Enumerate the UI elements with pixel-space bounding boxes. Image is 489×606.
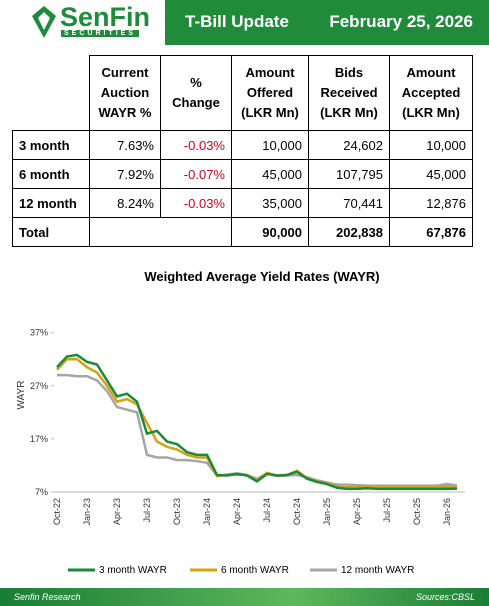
table-cell: -0.03%: [160, 130, 232, 160]
footer-left: Senfin Research: [14, 592, 81, 602]
footer: Senfin Research Sources:CBSL: [0, 588, 489, 606]
table-cell: 107,795: [308, 159, 390, 189]
table-cell: 202,838: [308, 217, 390, 247]
table-cell: 67,876: [389, 217, 473, 247]
x-tick-label: Jul-23: [142, 498, 152, 523]
x-tick-label: Jan-25: [322, 498, 332, 526]
chart: Weighted Average Yield Rates (WAYR) WAYR…: [16, 269, 465, 576]
y-tick-label: 17%: [30, 434, 48, 444]
table-cell: Total: [12, 217, 90, 247]
title-bar: T-Bill Update February 25, 2026: [165, 0, 489, 45]
table-row: Total 90,000 202,838 67,876: [12, 217, 473, 247]
logo: SenFin SECURITIES: [30, 2, 165, 42]
legend-label: 6 month WAYR: [221, 565, 289, 576]
series-line: [57, 373, 458, 487]
x-tick-label: Apr-25: [352, 498, 362, 525]
y-axis-label: WAYR: [16, 381, 27, 410]
x-tick-label: Oct-22: [52, 498, 62, 525]
x-tick-label: Jul-25: [382, 498, 392, 523]
legend-label: 3 month WAYR: [99, 565, 167, 576]
table-cell: 35,000: [231, 188, 309, 218]
footer-right: Sources:CBSL: [415, 592, 475, 602]
x-tick-label: Jan-26: [442, 498, 452, 526]
logo-sub: SECURITIES: [61, 30, 140, 37]
table-cell: 70,441: [308, 188, 390, 218]
x-tick-label: Apr-24: [232, 498, 242, 525]
logo-name: SenFin: [60, 2, 151, 32]
page-title: T-Bill Update: [185, 12, 289, 31]
table-cell: % Change: [160, 55, 232, 131]
table-row: 3 month 7.63% -0.03% 10,000 24,602 10,000: [12, 130, 473, 160]
x-tick-label: Jan-24: [202, 498, 212, 526]
logo-icon: [32, 6, 56, 38]
table-cell: 8.24%: [89, 188, 161, 218]
series-line: [56, 353, 458, 491]
table-cell: Amount Accepted (LKR Mn): [389, 55, 473, 131]
legend-label: 12 month WAYR: [341, 565, 414, 576]
y-tick-label: 27%: [30, 381, 48, 391]
table-row: Current Auction WAYR %% Change Amount Off…: [13, 55, 473, 131]
x-tick-label: Oct-24: [292, 498, 302, 525]
x-tick-label: Oct-25: [412, 498, 422, 525]
header: SenFin SECURITIES T-Bill Update February…: [0, 0, 489, 45]
table-cell: Bids Received (LKR Mn): [308, 55, 390, 131]
table-cell: 12,876: [389, 188, 473, 218]
table-row: 6 month 7.92% -0.07% 45,000 107,795 45,000: [12, 159, 473, 189]
tbill-table: Current Auction WAYR %% Change Amount Off…: [12, 55, 473, 247]
table-cell: 24,602: [308, 130, 390, 160]
table-cell: 7.92%: [89, 159, 161, 189]
table-cell: 3 month: [12, 130, 90, 160]
x-tick-label: Jul-24: [262, 498, 272, 523]
page-date: February 25, 2026: [329, 12, 473, 31]
y-tick-label: 7%: [35, 487, 48, 497]
table-row: 12 month 8.24% -0.03% 35,000 70,441 12,876: [12, 188, 473, 218]
series-line: [56, 357, 458, 489]
x-tick-label: Oct-23: [172, 498, 182, 525]
x-tick-label: Jan-23: [82, 498, 92, 526]
table-cell: 7.63%: [89, 130, 161, 160]
table-cell: 45,000: [389, 159, 473, 189]
chart-title: Weighted Average Yield Rates (WAYR): [144, 269, 379, 284]
table-cell: 10,000: [231, 130, 309, 160]
x-tick-label: Apr-23: [112, 498, 122, 525]
table-cell: 90,000: [231, 217, 309, 247]
y-tick-label: 37%: [30, 328, 48, 338]
